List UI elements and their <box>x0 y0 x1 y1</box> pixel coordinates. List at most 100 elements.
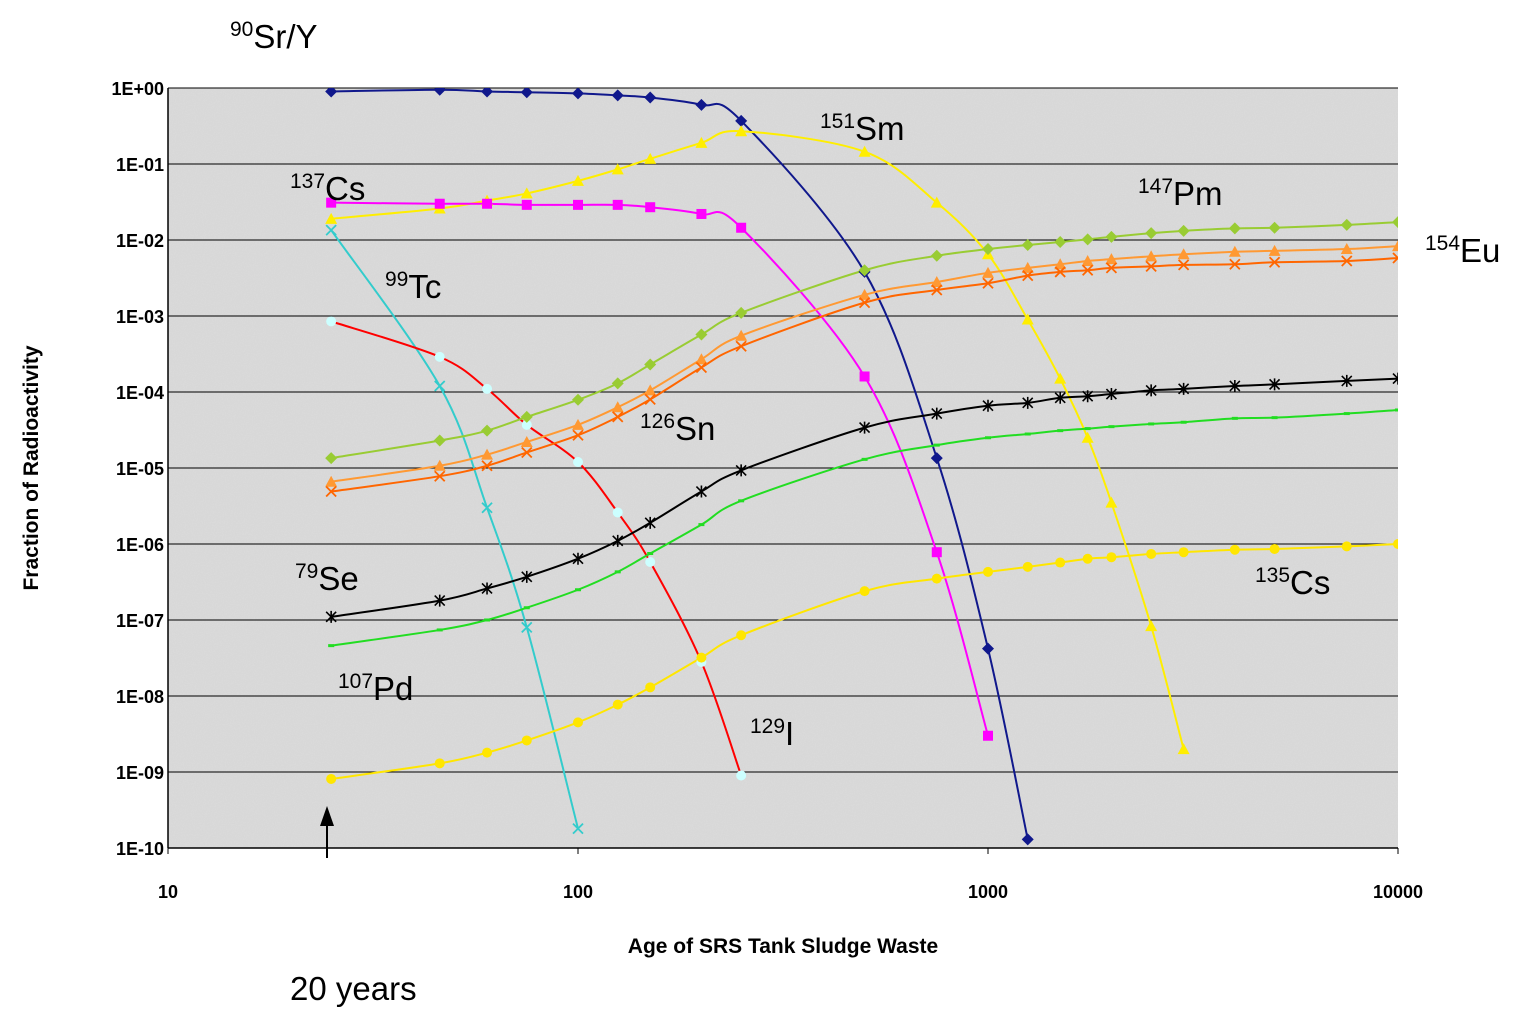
data-point <box>1054 236 1067 249</box>
data-point <box>481 582 493 595</box>
data-point <box>931 407 943 420</box>
data-point <box>735 125 748 137</box>
data-point <box>1145 227 1158 240</box>
data-point <box>1081 233 1094 246</box>
x-tick-label: 10 <box>158 882 178 902</box>
data-point <box>736 770 747 781</box>
data-point <box>481 502 493 514</box>
data-point <box>325 485 337 498</box>
data-point <box>482 198 493 209</box>
y-axis-title: Fraction of Radioactivity <box>20 345 43 590</box>
y-tick-label: 1E-08 <box>116 687 164 707</box>
data-point <box>859 421 871 434</box>
x-tick-label: 1000 <box>968 882 1008 902</box>
data-point <box>735 306 748 319</box>
data-point <box>611 163 624 175</box>
x-tick-label: 10000 <box>1373 882 1423 902</box>
data-point <box>481 424 494 437</box>
annotation: 20 years <box>290 970 417 1007</box>
data-point <box>1106 552 1117 563</box>
data-point <box>858 288 871 300</box>
data-point <box>612 507 623 518</box>
data-point <box>1392 240 1398 252</box>
data-point <box>1054 391 1066 404</box>
series-line <box>331 245 1398 483</box>
data-point <box>930 249 943 262</box>
arrow-head <box>320 806 334 826</box>
x-axis-title: Age of SRS Tank Sludge Waste <box>628 935 938 958</box>
data-point <box>1268 256 1281 268</box>
data-point <box>1340 243 1353 255</box>
isotope-mass: 79 <box>295 560 318 583</box>
data-point <box>1340 218 1353 231</box>
data-point <box>982 277 994 289</box>
data-point <box>1228 245 1241 257</box>
series-label: 154Eu <box>1425 232 1500 269</box>
data-point <box>520 88 533 99</box>
data-point <box>696 652 707 663</box>
data-point <box>1054 372 1067 384</box>
isotope-mass: 147 <box>1138 175 1173 198</box>
data-point <box>325 610 337 623</box>
series-label: 137Cs <box>290 170 365 207</box>
data-point <box>612 411 624 423</box>
data-point <box>612 199 623 210</box>
y-tick-label: 1E-01 <box>116 155 164 175</box>
data-point <box>433 434 446 447</box>
isotope-name: Sr/Y <box>253 18 317 55</box>
data-point <box>1229 544 1240 555</box>
data-point <box>434 470 446 482</box>
data-point <box>645 556 656 567</box>
data-point <box>859 371 870 382</box>
data-point <box>1341 374 1353 387</box>
isotope-name: Eu <box>1460 232 1500 269</box>
data-point <box>573 199 583 210</box>
data-point <box>1105 253 1118 265</box>
data-point <box>1178 382 1190 395</box>
isotope-name: Cs <box>1290 564 1330 601</box>
data-point <box>1177 224 1190 237</box>
data-point <box>434 594 446 607</box>
data-point <box>645 682 656 693</box>
data-point <box>1022 396 1034 409</box>
series-label: 90Sr/Y <box>230 18 318 55</box>
data-point <box>521 446 533 459</box>
data-point <box>1229 258 1241 270</box>
data-point <box>433 88 446 96</box>
series-label: 126Sn <box>640 410 715 447</box>
data-point <box>325 88 338 98</box>
data-point <box>982 243 994 256</box>
data-point <box>644 358 657 371</box>
data-point <box>326 197 337 208</box>
isotope-name: Tc <box>408 268 441 305</box>
data-point <box>695 98 708 111</box>
data-point <box>644 393 656 406</box>
y-tick-label: 1E-03 <box>116 307 164 327</box>
isotope-name: I <box>785 715 794 752</box>
data-point <box>644 384 657 396</box>
data-point <box>1145 620 1158 632</box>
data-point <box>1269 543 1280 554</box>
data-point <box>1081 254 1094 266</box>
data-point <box>326 773 337 784</box>
data-point <box>1228 222 1241 235</box>
data-point <box>1054 266 1066 278</box>
data-point <box>573 456 583 467</box>
data-point <box>434 351 445 362</box>
data-point <box>434 380 446 392</box>
data-point <box>1054 258 1067 270</box>
data-point <box>931 547 942 558</box>
data-point <box>983 730 993 741</box>
series-label: 135Cs <box>1255 564 1330 601</box>
isotope-mass: 135 <box>1255 564 1290 587</box>
data-point <box>481 460 493 472</box>
data-point <box>735 464 747 477</box>
data-point <box>1082 264 1094 276</box>
isotope-mass: 90 <box>230 18 253 41</box>
isotope-mass: 107 <box>338 670 373 693</box>
data-point <box>481 88 494 98</box>
data-point <box>982 642 994 655</box>
data-point <box>572 88 584 100</box>
data-point <box>644 152 657 164</box>
data-point <box>982 399 994 412</box>
